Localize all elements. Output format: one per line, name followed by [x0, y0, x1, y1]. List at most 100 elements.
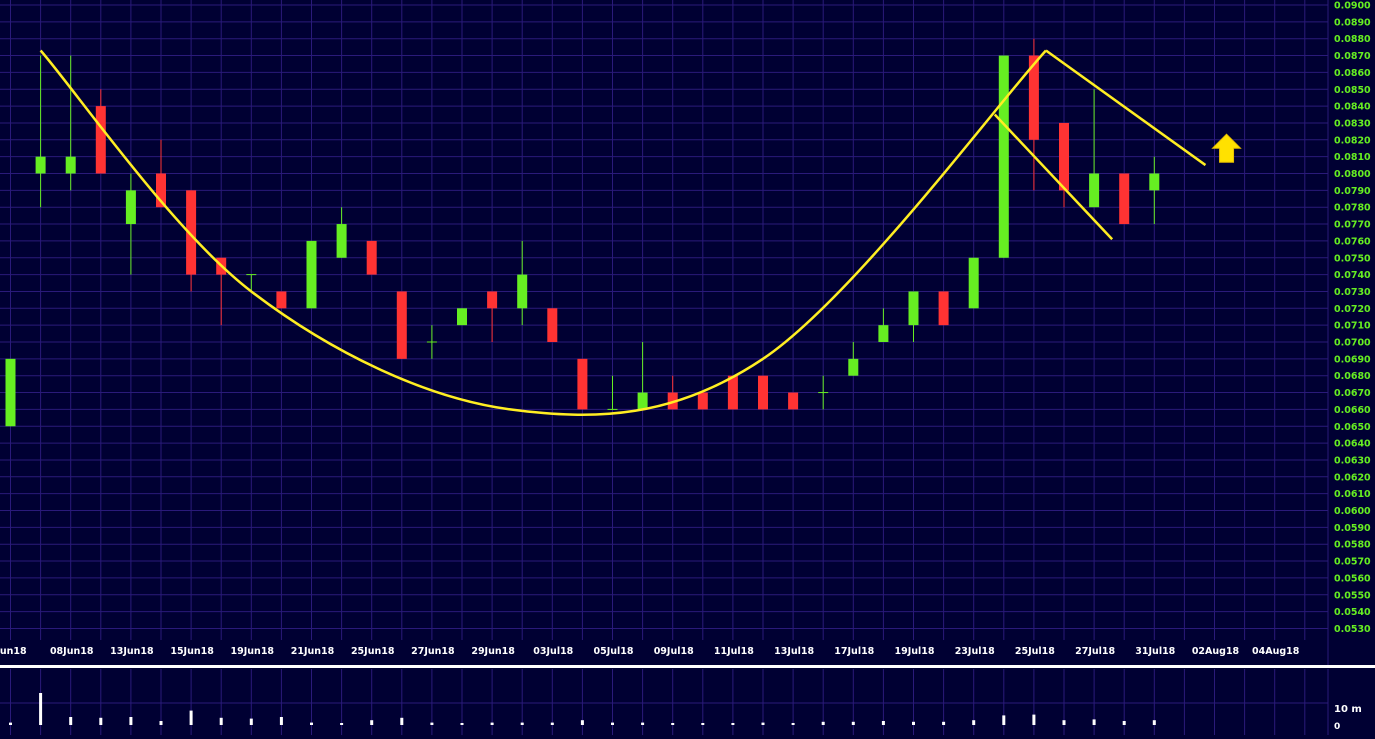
price-tick-label: 0.0800: [1334, 169, 1371, 180]
candle-body: [577, 358, 588, 410]
channel-lower-line: [993, 113, 1114, 241]
volume-axis-bottom-label: 0: [1334, 722, 1340, 732]
price-tick-label: 0.0900: [1334, 1, 1371, 12]
price-tick-label: 0.0820: [1334, 135, 1371, 146]
date-tick-label: 29Jun18: [471, 646, 515, 657]
candle-body: [276, 291, 287, 309]
volume-axis-top-label: 10 m: [1334, 704, 1362, 715]
volume-bar: [520, 722, 524, 725]
volume-bar: [611, 722, 614, 725]
candle-body: [35, 156, 46, 174]
price-tick-label: 0.0590: [1334, 523, 1371, 534]
volume-bar: [310, 722, 313, 725]
price-tick-label: 0.0700: [1334, 338, 1371, 349]
price-axis: 0.0530 0.0540 0.0550 0.0560 0.0570 0.0580 0.05…: [1334, 1, 1371, 635]
candle-body: [396, 291, 407, 359]
volume-bar: [99, 717, 103, 725]
price-tick-label: 0.0770: [1334, 220, 1371, 231]
volume-bar: [400, 717, 404, 725]
price-tick-label: 0.0850: [1334, 85, 1371, 96]
price-tick-label: 0.0740: [1334, 270, 1371, 281]
price-tick-label: 0.0640: [1334, 439, 1371, 450]
date-tick-label: 17Jul18: [834, 646, 874, 657]
volume-bar: [881, 721, 885, 725]
volume-bar: [159, 721, 163, 725]
price-tick-label: 0.0780: [1334, 203, 1371, 214]
date-tick-label: 27Jul18: [1075, 646, 1115, 657]
candle-body: [697, 392, 708, 410]
date-tick-label: 11Jul18: [714, 646, 754, 657]
volume-bar: [340, 723, 344, 725]
price-tick-label: 0.0680: [1334, 371, 1371, 382]
candle-body: [878, 325, 889, 342]
price-tick-label: 0.0750: [1334, 253, 1371, 264]
volume-bar: [370, 720, 374, 725]
volume-bar: [249, 718, 253, 725]
candle-body: [908, 291, 919, 326]
price-tick-label: 0.0720: [1334, 304, 1371, 315]
price-tick-label: 0.0670: [1334, 388, 1371, 399]
price-tick-label: 0.0790: [1334, 186, 1371, 197]
volume-bar: [189, 710, 193, 725]
volume-bar: [580, 720, 584, 725]
price-tick-label: 0.0880: [1334, 34, 1371, 45]
volume-bar: [129, 717, 133, 725]
volume-bar: [641, 722, 645, 725]
volume-bar: [912, 721, 915, 725]
date-tick-label: 25Jul18: [1015, 646, 1055, 657]
date-tick-label: 08Jun18: [50, 646, 94, 657]
volume-bar: [69, 717, 73, 725]
cup-curve-line: [39, 49, 1047, 417]
volume-bar: [821, 721, 825, 725]
volume-bar: [430, 722, 434, 725]
candle-body: [758, 375, 768, 410]
date-tick-label: Jun18: [0, 646, 27, 657]
volume-bar: [972, 720, 976, 725]
candle-body: [1028, 55, 1039, 140]
price-tick-label: 0.0650: [1334, 422, 1371, 433]
candle-body: [1119, 173, 1130, 225]
candle-body: [1089, 173, 1100, 208]
volume-bar: [942, 721, 946, 725]
volume-bar: [731, 723, 735, 725]
price-tick-label: 0.0560: [1334, 573, 1371, 584]
price-tick-label: 0.0810: [1334, 152, 1371, 163]
volume-bar: [1002, 715, 1006, 725]
candle-body: [186, 190, 197, 275]
date-tick-label: 19Jul18: [895, 646, 935, 657]
price-tick-label: 0.0890: [1334, 17, 1371, 28]
up-arrow-icon: [1211, 133, 1242, 163]
price-tick-label: 0.0760: [1334, 236, 1371, 247]
date-tick-label: 05Jul18: [594, 646, 634, 657]
candle-body: [306, 240, 317, 309]
volume-bar: [460, 723, 464, 725]
candle-body: [637, 392, 648, 410]
candle-body: [547, 308, 558, 342]
price-tick-label: 0.0730: [1334, 287, 1371, 298]
price-tick-label: 0.0860: [1334, 68, 1371, 79]
price-tick-label: 0.0840: [1334, 102, 1371, 113]
candle-body: [5, 358, 16, 427]
volume-bar: [39, 693, 43, 725]
volume-bar: [550, 722, 554, 725]
candle-body: [366, 240, 377, 275]
candle-body: [788, 392, 799, 410]
date-tick-label: 31Jul18: [1135, 646, 1175, 657]
candle-body: [336, 224, 347, 258]
panel-separator: [0, 665, 1375, 668]
date-tick-label: 09Jul18: [654, 646, 694, 657]
candle-body: [998, 55, 1009, 258]
candle-body: [1149, 173, 1160, 191]
annotations: [39, 49, 1242, 417]
candle-body: [848, 358, 859, 376]
volume-bar: [791, 723, 795, 725]
volume-bar: [701, 723, 705, 725]
date-tick-label: 19Jun18: [231, 646, 275, 657]
volume-bar: [671, 723, 675, 725]
price-tick-label: 0.0630: [1334, 455, 1371, 466]
date-axis: Jun18 08Jun18 13Jun18 15Jun18 19Jun18 21Jun18…: [0, 646, 1300, 657]
volume-bar: [9, 722, 12, 725]
price-tick-label: 0.0870: [1334, 51, 1371, 62]
volume-bar: [1152, 720, 1156, 725]
